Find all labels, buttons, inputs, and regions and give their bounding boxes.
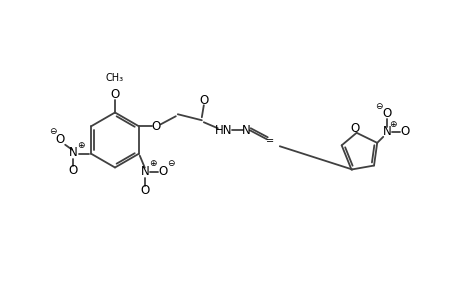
Text: O: O [68,164,78,177]
Text: O: O [151,120,160,133]
Text: ⊖: ⊖ [49,127,57,136]
Text: O: O [199,94,208,107]
Text: O: O [349,122,358,135]
Text: O: O [158,165,167,178]
Text: ⊕: ⊕ [149,159,156,168]
Text: N: N [382,125,391,138]
Text: ⊕: ⊕ [77,141,85,150]
Text: HN: HN [215,124,232,137]
Text: O: O [56,133,65,146]
Text: O: O [140,184,149,197]
Text: CH₃: CH₃ [106,73,124,82]
Text: ⊕: ⊕ [389,120,396,129]
Text: =: = [265,136,273,146]
Text: O: O [382,107,391,120]
Text: O: O [110,88,119,101]
Text: ⊖: ⊖ [375,102,382,111]
Text: N: N [241,124,250,137]
Text: N: N [69,146,78,159]
Text: N: N [140,165,149,178]
Text: ⊖: ⊖ [167,159,174,168]
Text: O: O [400,125,409,138]
